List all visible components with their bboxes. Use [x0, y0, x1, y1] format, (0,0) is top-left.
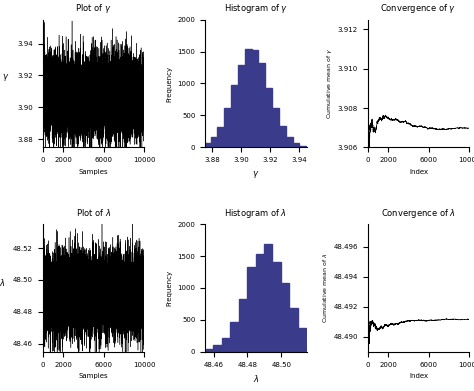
- Y-axis label: $\lambda$: $\lambda$: [0, 277, 5, 288]
- Bar: [231, 84, 238, 147]
- Bar: [286, 137, 292, 147]
- Bar: [289, 308, 298, 352]
- Bar: [218, 127, 224, 147]
- Y-axis label: $\gamma$: $\gamma$: [2, 72, 10, 83]
- Bar: [197, 146, 204, 147]
- Bar: [230, 322, 238, 352]
- Title: Histogram of $\gamma$: Histogram of $\gamma$: [224, 2, 288, 15]
- Bar: [279, 126, 286, 147]
- X-axis label: Samples: Samples: [79, 169, 108, 175]
- Y-axis label: Frequency: Frequency: [166, 270, 172, 306]
- Y-axis label: Frequency: Frequency: [166, 65, 172, 102]
- Bar: [298, 328, 306, 352]
- X-axis label: Samples: Samples: [79, 373, 108, 379]
- X-axis label: $\gamma$: $\gamma$: [252, 169, 260, 179]
- Bar: [204, 143, 210, 147]
- Bar: [196, 351, 205, 352]
- X-axis label: Index: Index: [409, 169, 428, 175]
- X-axis label: Index: Index: [409, 373, 428, 379]
- Title: Convergence of $\gamma$: Convergence of $\gamma$: [381, 2, 456, 15]
- Bar: [272, 108, 279, 147]
- Bar: [306, 342, 315, 352]
- Bar: [273, 262, 281, 352]
- Bar: [315, 348, 323, 352]
- Title: Histogram of $\lambda$: Histogram of $\lambda$: [225, 207, 287, 220]
- Bar: [238, 65, 245, 147]
- Bar: [258, 63, 265, 147]
- Bar: [323, 351, 332, 352]
- Bar: [252, 50, 258, 147]
- Bar: [255, 254, 264, 352]
- Bar: [265, 88, 272, 147]
- Title: Plot of $\lambda$: Plot of $\lambda$: [76, 207, 111, 218]
- Bar: [264, 244, 273, 352]
- Bar: [300, 146, 306, 147]
- Bar: [238, 299, 247, 352]
- Bar: [222, 338, 230, 352]
- Bar: [245, 49, 252, 147]
- Bar: [210, 137, 218, 147]
- Y-axis label: Cumulative mean of $\gamma$: Cumulative mean of $\gamma$: [325, 48, 334, 119]
- Y-axis label: Cumulative mean of $\lambda$: Cumulative mean of $\lambda$: [321, 253, 329, 323]
- Bar: [281, 283, 289, 352]
- Bar: [224, 108, 231, 147]
- Bar: [205, 349, 213, 352]
- Bar: [247, 267, 255, 352]
- Title: Plot of $\gamma$: Plot of $\gamma$: [75, 2, 112, 15]
- Bar: [213, 345, 222, 352]
- Title: Convergence of $\lambda$: Convergence of $\lambda$: [381, 207, 456, 220]
- X-axis label: $\lambda$: $\lambda$: [253, 373, 259, 384]
- Bar: [292, 143, 300, 147]
